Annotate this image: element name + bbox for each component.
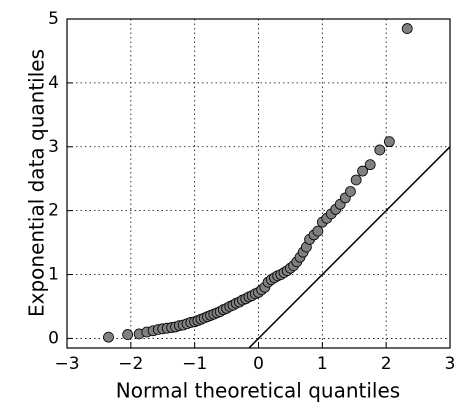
y-tick-label: 4 <box>48 73 59 93</box>
data-point <box>345 186 356 197</box>
y-tick-label: 5 <box>48 9 59 29</box>
data-point <box>374 144 386 156</box>
y-tick-label: 1 <box>48 265 59 285</box>
data-point <box>350 174 362 186</box>
data-point <box>103 331 114 343</box>
reference-line <box>248 146 450 348</box>
x-tick-label: −3 <box>54 354 79 374</box>
data-point <box>357 165 368 177</box>
y-tick-label: 2 <box>48 201 59 221</box>
x-tick-label: −1 <box>182 354 207 374</box>
x-axis-label: Normal theoretical quantiles <box>116 379 400 403</box>
y-axis-label: Exponential data quantiles <box>25 49 49 317</box>
x-tick-label: −2 <box>118 354 143 374</box>
data-point <box>383 136 395 148</box>
x-tick-label: 0 <box>253 354 264 374</box>
data-point <box>364 159 376 171</box>
y-tick-label: 3 <box>48 137 59 157</box>
data-point <box>312 225 324 237</box>
y-tick-label: 0 <box>48 328 59 348</box>
plot-frame <box>66 18 451 349</box>
data-point <box>122 329 134 340</box>
data-point <box>401 23 413 34</box>
x-tick-label: 3 <box>445 354 456 374</box>
x-tick-label: 2 <box>381 354 392 374</box>
x-tick-label: 1 <box>317 354 328 374</box>
